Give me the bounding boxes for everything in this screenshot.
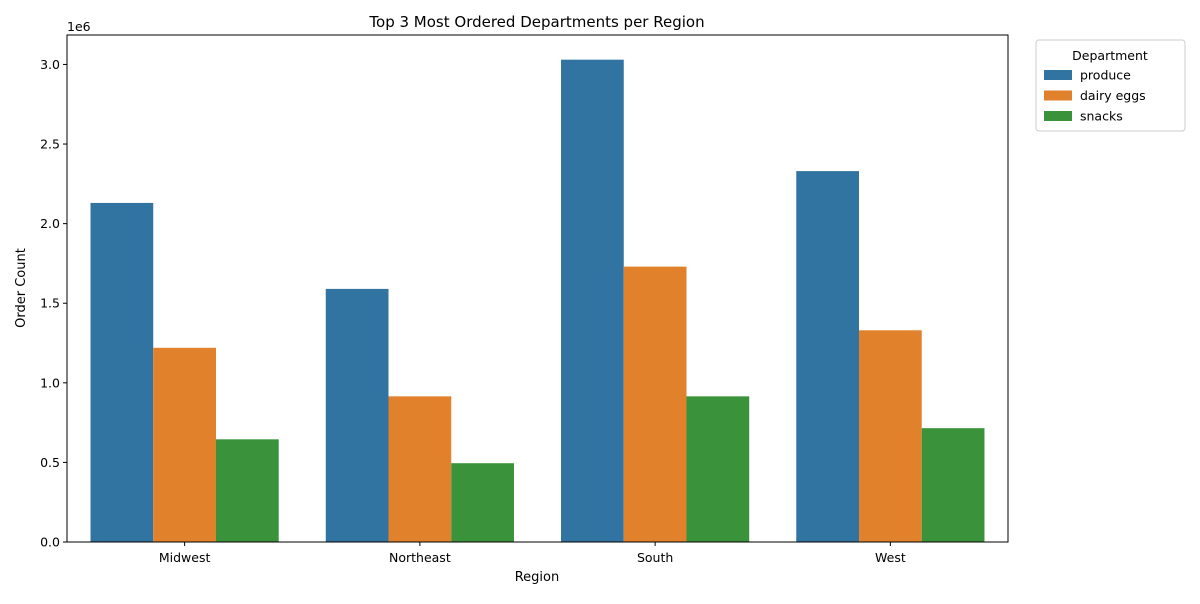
y-tick-label: 1.0 bbox=[40, 375, 60, 390]
legend: Department produce dairy eggs snacks bbox=[1035, 39, 1186, 132]
x-tick-label: West bbox=[875, 550, 906, 565]
bar-snacks-south bbox=[686, 396, 750, 542]
legend-title: Department bbox=[1072, 48, 1148, 63]
bar-snacks-west bbox=[921, 428, 985, 542]
y-tick-label: 1.5 bbox=[40, 296, 60, 311]
legend-label-dairy-eggs: dairy eggs bbox=[1080, 88, 1146, 103]
y-axis-label: Order Count bbox=[14, 248, 29, 328]
y-tick-label: 0.0 bbox=[40, 535, 60, 550]
bar-snacks-midwest bbox=[215, 439, 279, 542]
x-tick-label: Northeast bbox=[389, 550, 451, 565]
legend-swatch-snacks bbox=[1044, 111, 1072, 121]
plot-frame bbox=[66, 34, 1009, 543]
y-tick-label: 2.0 bbox=[40, 216, 60, 231]
chart-title: Top 3 Most Ordered Departments per Regio… bbox=[368, 13, 704, 31]
legend-swatch-dairy-eggs bbox=[1044, 90, 1072, 101]
x-tick-label: South bbox=[637, 550, 673, 565]
legend-label-snacks: snacks bbox=[1080, 109, 1123, 124]
bar-snacks-northeast bbox=[451, 463, 514, 542]
y-axis-offset-text: 1e6 bbox=[67, 19, 91, 34]
y-tick-label: 0.5 bbox=[40, 455, 60, 470]
y-tick-label: 3.0 bbox=[40, 57, 60, 72]
legend-frame bbox=[1035, 39, 1186, 132]
bar-dairy-eggs-northeast bbox=[388, 396, 452, 542]
bar-produce-west bbox=[796, 171, 859, 542]
x-axis-label: Region bbox=[515, 570, 560, 585]
bar-produce-midwest bbox=[90, 202, 154, 542]
bar-dairy-eggs-south bbox=[623, 266, 687, 542]
x-axis-ticks: Midwest Northeast South West bbox=[159, 542, 906, 565]
bars-group bbox=[90, 59, 985, 543]
legend-swatch-produce bbox=[1044, 70, 1072, 80]
bar-produce-south bbox=[561, 59, 624, 543]
bar-dairy-eggs-west bbox=[859, 330, 922, 542]
legend-label-produce: produce bbox=[1080, 68, 1131, 83]
x-tick-label: Midwest bbox=[159, 550, 211, 565]
legend-items: produce dairy eggs snacks bbox=[1044, 68, 1146, 124]
y-axis-ticks: 0.0 0.5 1.0 1.5 2.0 2.5 3.0 bbox=[40, 57, 67, 550]
y-tick-label: 2.5 bbox=[40, 137, 60, 152]
bar-produce-northeast bbox=[325, 288, 389, 542]
bar-dairy-eggs-midwest bbox=[153, 347, 216, 542]
